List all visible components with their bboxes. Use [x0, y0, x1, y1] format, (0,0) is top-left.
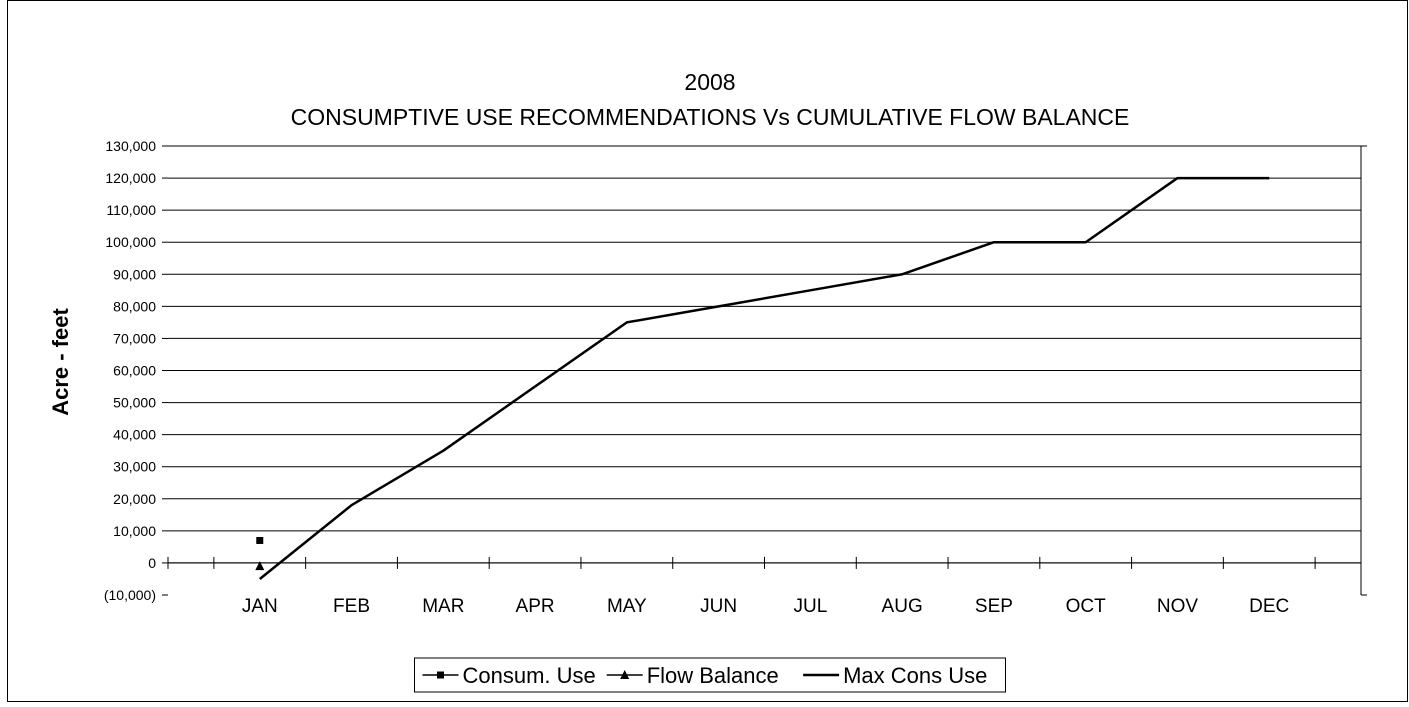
y-tick-label: 40,000: [113, 427, 156, 443]
legend-label: Flow Balance: [647, 663, 779, 688]
x-tick-label: MAR: [422, 596, 464, 617]
legend-label: Consum. Use: [463, 663, 596, 688]
axis-layer: [162, 145, 1367, 596]
series-layer: [255, 176, 1270, 580]
legend: Consum. Use Flow Balance Max Cons Use: [414, 657, 1006, 693]
legend-item-consum-use: Consum. Use: [422, 663, 596, 688]
x-tick-label: DEC: [1249, 596, 1289, 617]
x-tick-label: JUL: [793, 596, 827, 617]
y-tick-label: 110,000: [106, 202, 156, 218]
y-tick-label: 30,000: [113, 459, 156, 475]
y-tick-label: 90,000: [113, 266, 156, 282]
point-consum-use: [256, 536, 264, 544]
chart-title: 2008: [684, 69, 735, 95]
y-tick-label: 20,000: [113, 491, 156, 507]
legend-triangle-marker: [620, 670, 630, 679]
y-tick-label: 0: [148, 555, 156, 571]
y-tick-label: 10,000: [113, 523, 156, 539]
x-tick-label: APR: [516, 596, 555, 617]
chart-border: [7, 0, 1408, 702]
point-flow-balance: [255, 561, 265, 571]
x-tick-label: NOV: [1157, 596, 1199, 617]
chart-subtitle: CONSUMPTIVE USE RECOMMENDATIONS Vs CUMUL…: [291, 104, 1130, 130]
x-tick-label: AUG: [882, 596, 923, 617]
y-axis-label: Acre - feet: [48, 308, 73, 416]
y-tick-label: (10,000): [104, 587, 156, 603]
legend-label: Max Cons Use: [843, 663, 987, 688]
legend-item-flow-balance: Flow Balance: [606, 663, 779, 688]
x-tick-label: MAY: [607, 596, 647, 617]
y-tick-label: 50,000: [113, 395, 156, 411]
y-tick-label: 70,000: [113, 330, 156, 346]
y-tick-label: 80,000: [113, 298, 156, 314]
y-tick-label: 60,000: [113, 363, 156, 379]
y-tick-label: 120,000: [105, 170, 156, 186]
legend-box: [414, 657, 1006, 693]
x-tick-label: FEB: [333, 596, 370, 617]
x-tick-label: OCT: [1066, 596, 1107, 617]
x-tick-label: JAN: [242, 596, 278, 617]
x-tick-label: JUN: [700, 596, 737, 617]
y-tick-label: 130,000: [105, 138, 156, 154]
legend-item-max-cons-use: Max Cons Use: [803, 663, 987, 688]
legend-square-marker: [437, 671, 444, 679]
series-line-max-cons-use: [258, 176, 1270, 580]
x-tick-label: SEP: [975, 596, 1013, 617]
tick-label-layer: (10,000) 0 10,000 20,000 30,000 40,000 50,000 6…: [104, 138, 1289, 617]
y-tick-label: 100,000: [105, 234, 156, 250]
